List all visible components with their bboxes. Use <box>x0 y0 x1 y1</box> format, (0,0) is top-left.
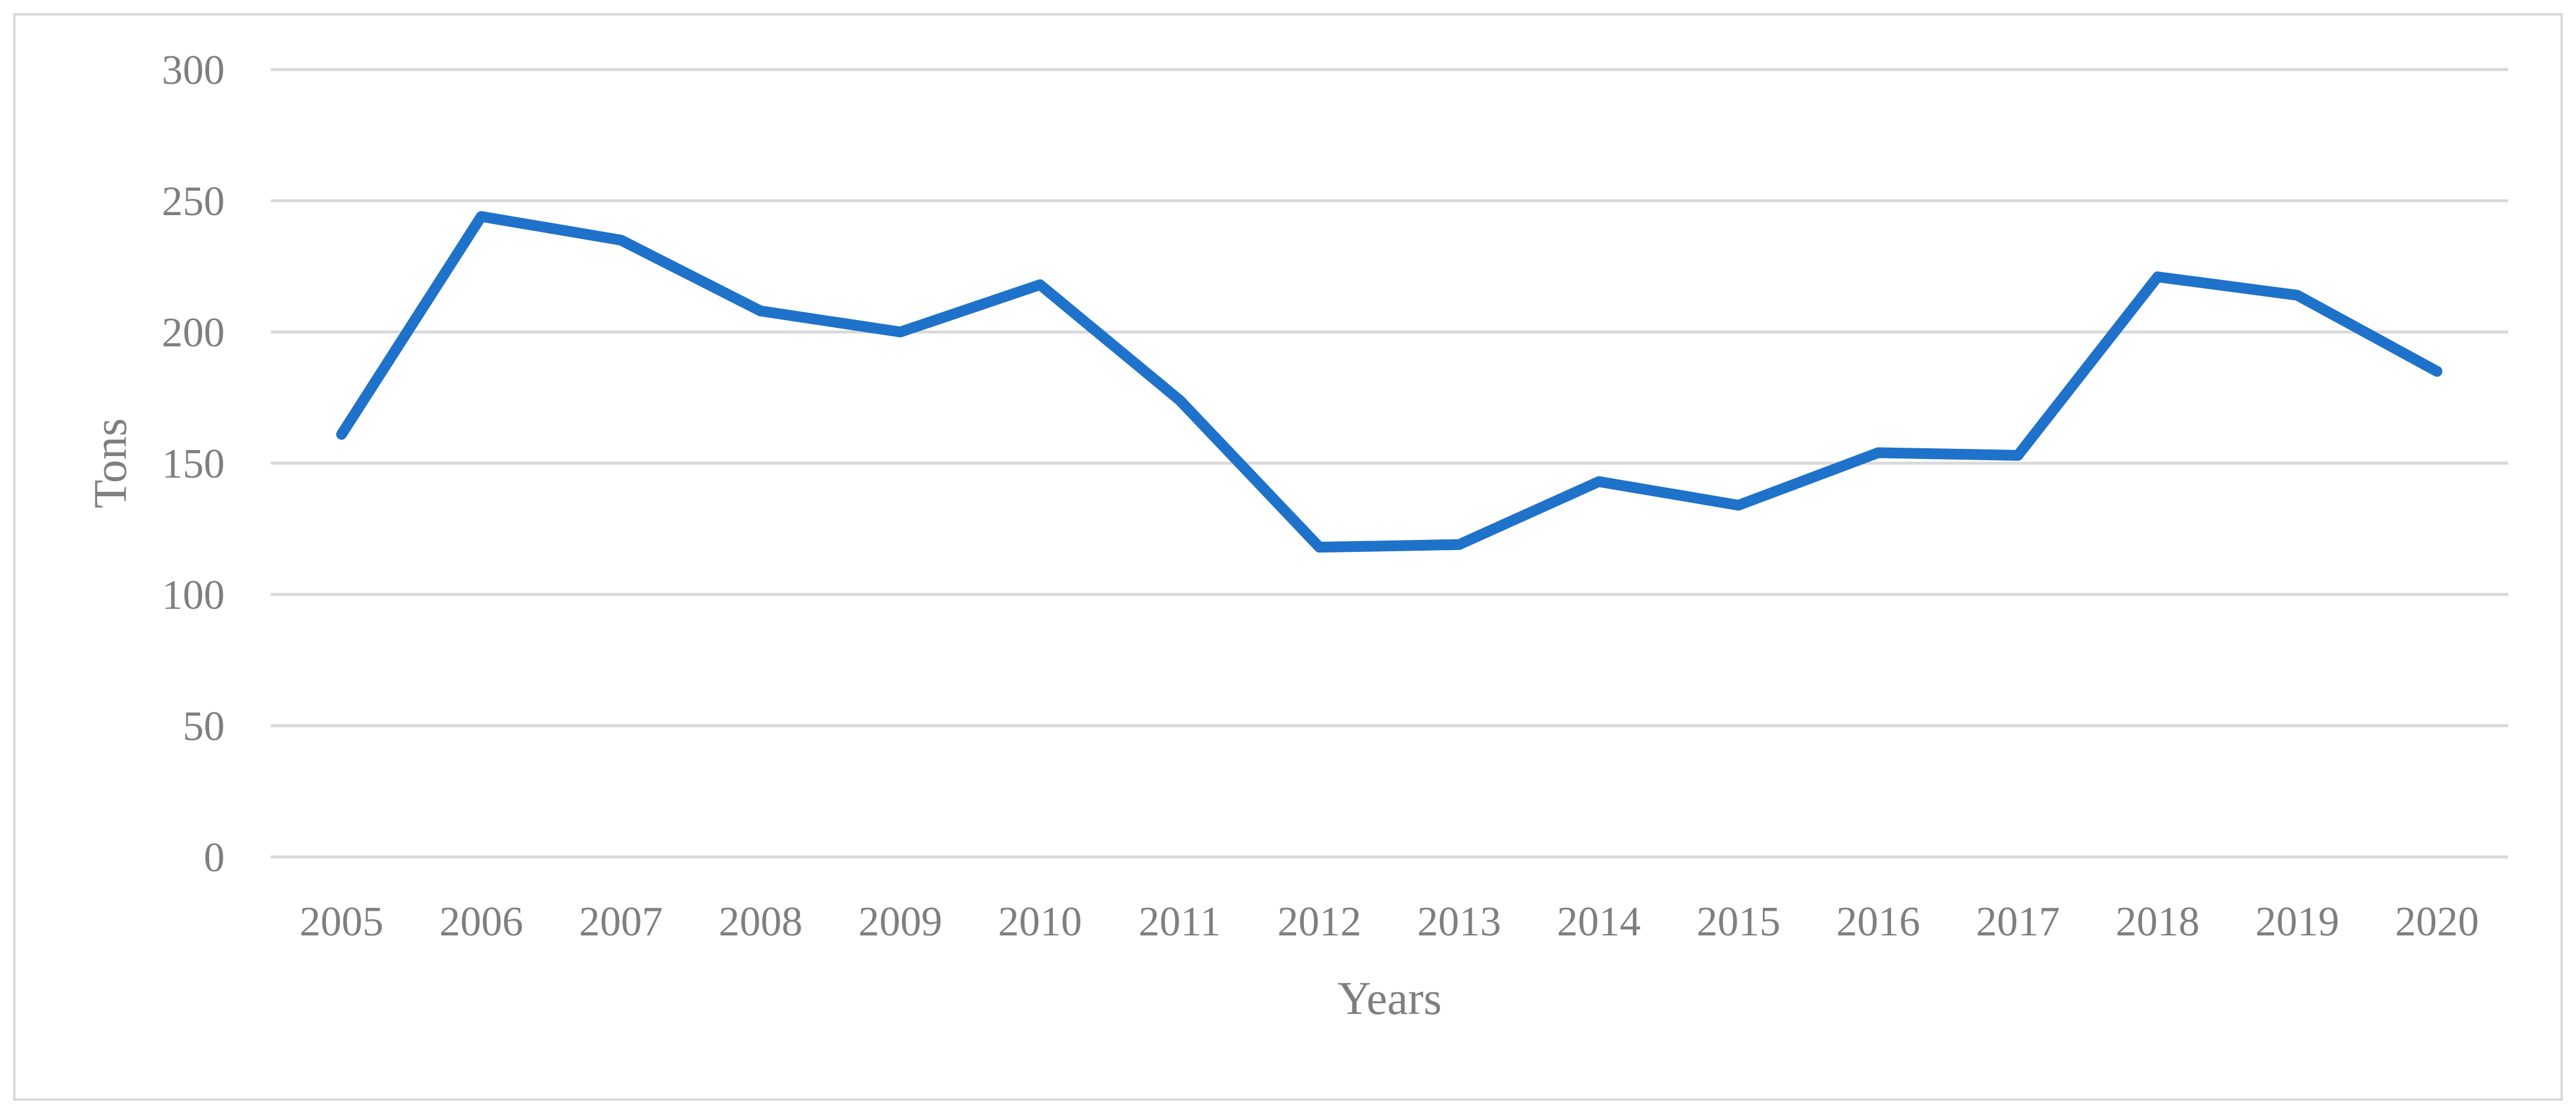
y-tick-label: 0 <box>204 835 225 881</box>
x-tick-label: 2014 <box>1557 899 1641 945</box>
y-tick-label: 300 <box>162 47 225 93</box>
x-tick-label: 2019 <box>2255 899 2339 945</box>
x-tick-label: 2013 <box>1417 899 1501 945</box>
y-tick-label: 200 <box>162 310 225 356</box>
y-tick-label: 50 <box>183 704 225 750</box>
series-line <box>336 211 2442 553</box>
x-tick-label: 2018 <box>2116 899 2200 945</box>
x-axis-ticks: 2005 2006 2007 2008 2009 2010 2011 2012 2013 2014… <box>300 899 2479 945</box>
series-lines <box>336 211 2442 553</box>
x-tick-label: 2005 <box>300 899 383 945</box>
x-tick-label: 2015 <box>1696 899 1780 945</box>
gridlines <box>271 68 2508 859</box>
chart-area <box>13 13 2563 1101</box>
x-axis-title: Years <box>1337 972 1442 1024</box>
y-axis-ticks: 0 50 100 150 200 250 300 <box>162 47 225 881</box>
x-tick-label: 2010 <box>998 899 1082 945</box>
y-tick-label: 250 <box>162 179 225 225</box>
x-tick-label: 2020 <box>2395 899 2479 945</box>
y-axis-title: Tons <box>84 418 136 509</box>
x-tick-label: 2017 <box>1976 899 2060 945</box>
x-tick-label: 2016 <box>1836 899 1920 945</box>
x-tick-label: 2006 <box>439 899 523 945</box>
x-tick-label: 2007 <box>579 899 663 945</box>
y-tick-label: 100 <box>162 572 225 618</box>
y-tick-label: 150 <box>162 441 225 487</box>
x-tick-label: 2009 <box>859 899 943 945</box>
x-tick-label: 2012 <box>1278 899 1361 945</box>
x-tick-label: 2008 <box>718 899 802 945</box>
x-tick-label: 2011 <box>1138 899 1221 945</box>
